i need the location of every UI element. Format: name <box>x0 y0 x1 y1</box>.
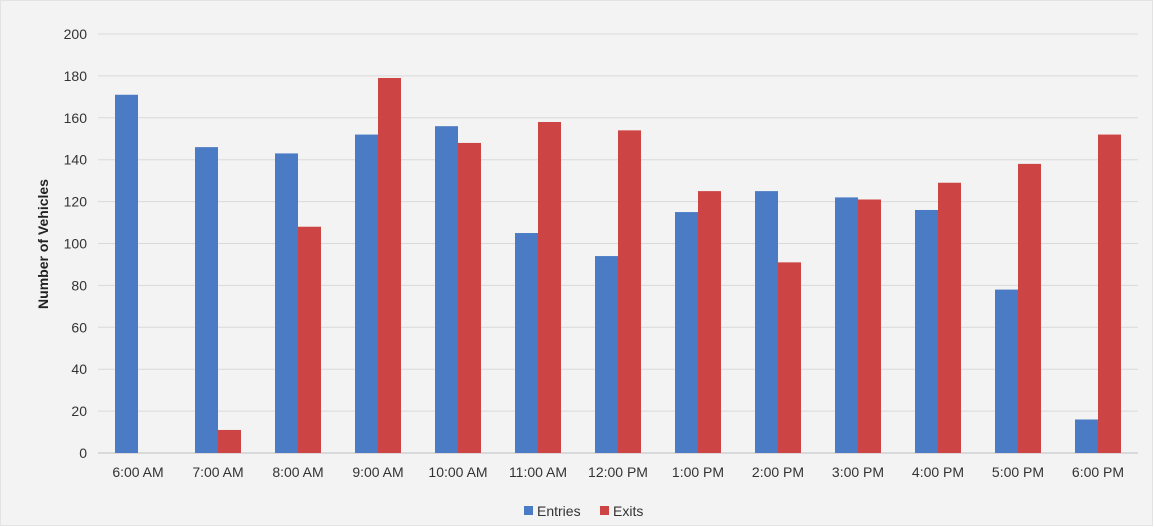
bar-entries-0 <box>115 94 138 453</box>
y-axis-title: Number of Vehicles <box>35 179 51 309</box>
legend-swatch-exits <box>600 506 609 515</box>
bar-exits-6 <box>618 130 641 453</box>
bar-entries-7 <box>675 212 698 453</box>
x-tick-label: 3:00 PM <box>832 464 884 480</box>
x-tick-label: 10:00 AM <box>428 464 487 480</box>
bar-exits-12 <box>1098 134 1121 453</box>
bar-exits-3 <box>378 77 401 454</box>
y-axis-ticks: 0 20 40 60 80 100 120 140 160 180 200 <box>64 26 88 461</box>
bar-exits-11 <box>1018 163 1041 453</box>
legend-item-entries: Entries <box>524 503 581 519</box>
bars <box>115 77 1121 454</box>
bar-entries-9 <box>835 197 858 453</box>
bar-exits-2 <box>298 226 321 453</box>
y-tick-label: 200 <box>64 26 88 42</box>
bar-entries-4 <box>435 126 458 454</box>
bar-entries-10 <box>915 209 938 453</box>
bar-exits-5 <box>538 121 561 454</box>
x-tick-label: 9:00 AM <box>352 464 403 480</box>
legend-item-exits: Exits <box>600 503 643 519</box>
x-tick-label: 5:00 PM <box>992 464 1044 480</box>
legend-label: Entries <box>537 503 581 519</box>
x-axis-ticks: 6:00 AM 7:00 AM 8:00 AM 9:00 AM 10:00 AM 11:0… <box>112 464 1124 480</box>
y-tick-label: 140 <box>64 152 88 168</box>
legend: Entries Exits <box>524 503 643 519</box>
bar-exits-10 <box>938 182 961 453</box>
x-tick-label: 1:00 PM <box>672 464 724 480</box>
x-tick-label: 12:00 PM <box>588 464 648 480</box>
x-tick-label: 7:00 AM <box>192 464 243 480</box>
y-tick-label: 60 <box>71 319 87 335</box>
bar-entries-11 <box>995 289 1018 453</box>
bar-entries-8 <box>755 191 778 453</box>
legend-label: Exits <box>613 503 643 519</box>
y-tick-label: 40 <box>71 361 87 377</box>
y-tick-label: 160 <box>64 110 88 126</box>
bar-exits-4 <box>458 142 481 453</box>
y-tick-label: 20 <box>71 403 87 419</box>
x-tick-label: 6:00 PM <box>1072 464 1124 480</box>
x-tick-label: 4:00 PM <box>912 464 964 480</box>
x-tick-label: 2:00 PM <box>752 464 804 480</box>
y-tick-label: 180 <box>64 68 88 84</box>
legend-swatch-entries <box>524 506 533 515</box>
y-tick-label: 120 <box>64 194 88 210</box>
bar-entries-6 <box>595 256 618 453</box>
y-tick-label: 0 <box>79 445 87 461</box>
x-tick-label: 8:00 AM <box>272 464 323 480</box>
bar-entries-5 <box>515 233 538 453</box>
bar-entries-1 <box>195 147 218 453</box>
bar-exits-7 <box>698 191 721 453</box>
x-tick-label: 11:00 AM <box>509 464 567 480</box>
bar-exits-1 <box>218 429 241 453</box>
bar-exits-8 <box>778 262 801 453</box>
bar-entries-12 <box>1075 419 1098 453</box>
bar-exits-9 <box>858 199 881 453</box>
x-tick-label: 6:00 AM <box>112 464 163 480</box>
bar-entries-3 <box>355 134 378 453</box>
y-tick-label: 100 <box>64 236 88 252</box>
bar-entries-2 <box>275 153 298 454</box>
y-tick-label: 80 <box>71 277 87 293</box>
